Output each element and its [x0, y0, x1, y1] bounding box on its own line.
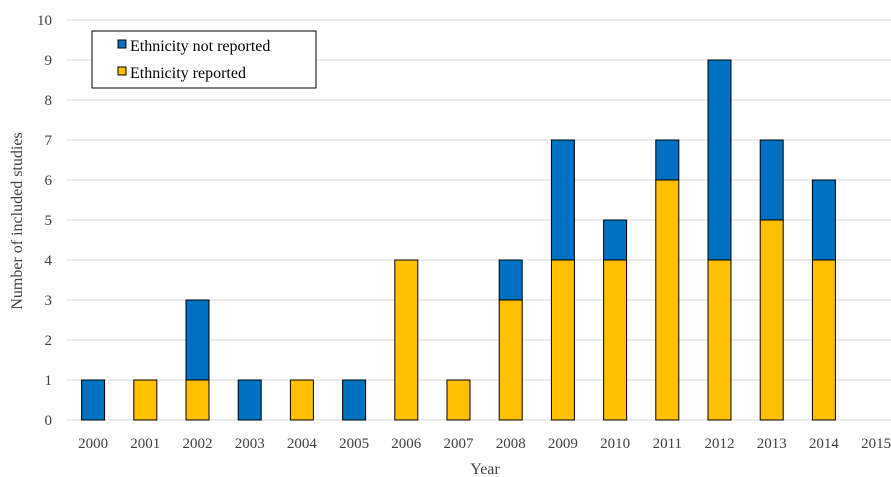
- legend-label-not-reported: Ethnicity not reported: [130, 38, 270, 55]
- y-tick-label: 10: [37, 13, 52, 29]
- x-tick-label: 2005: [339, 436, 369, 452]
- y-tick-label: 5: [45, 213, 53, 229]
- x-tick-label: 2008: [496, 436, 526, 452]
- y-tick-label: 6: [45, 173, 53, 189]
- x-tick-label: 2014: [809, 436, 840, 452]
- x-tick-labels: 2000 2001 2002 2003 2004 2005 2006 2007 2008 2009…: [78, 436, 891, 452]
- x-tick-label: 2015: [861, 436, 891, 452]
- bar-not-reported-2011: [655, 139, 680, 181]
- legend-box: [91, 30, 317, 89]
- bar-reported-2004: [289, 379, 314, 421]
- x-tick-label: 2009: [548, 436, 578, 452]
- bar-not-reported-2010: [603, 219, 628, 261]
- bar-reported-2009: [550, 259, 575, 421]
- bar-not-reported-2000: [81, 379, 106, 421]
- x-tick-label: 2012: [705, 436, 735, 452]
- bar-not-reported-2003: [237, 379, 262, 421]
- y-tick-label: 4: [45, 253, 53, 269]
- bar-reported-2001: [133, 379, 158, 421]
- bar-not-reported-2005: [342, 379, 367, 421]
- bar-reported-2002: [185, 379, 210, 421]
- y-axis-title: Number of included studies: [9, 132, 26, 309]
- x-tick-label: 2000: [78, 436, 108, 452]
- x-tick-label: 2003: [235, 436, 265, 452]
- x-tick-label: 2004: [287, 436, 318, 452]
- x-tick-label: 2011: [653, 436, 682, 452]
- bar-reported-2012: [707, 259, 732, 421]
- legend-label-reported: Ethnicity reported: [130, 65, 246, 82]
- x-tick-label: 2006: [391, 436, 422, 452]
- legend-swatch-reported: [117, 66, 127, 76]
- y-tick-label: 2: [45, 333, 53, 349]
- bar-reported-2014: [811, 259, 836, 421]
- y-tick-label: 8: [45, 93, 53, 109]
- x-tick-label: 2001: [130, 436, 160, 452]
- y-tick-label: 0: [45, 413, 53, 429]
- x-tick-label: 2007: [444, 436, 475, 452]
- bar-not-reported-2014: [811, 179, 836, 261]
- bar-reported-2008: [498, 299, 523, 421]
- y-tick-label: 3: [45, 293, 53, 309]
- bar-reported-2010: [603, 259, 628, 421]
- y-tick-labels: 0 1 2 3 4 5 6 7 8 9 10: [37, 13, 53, 429]
- legend: Ethnicity not reported Ethnicity reporte…: [91, 30, 317, 89]
- x-axis-title: Year: [470, 461, 500, 477]
- legend-swatch-not-reported: [117, 39, 127, 49]
- y-tick-label: 1: [45, 373, 53, 389]
- bar-not-reported-2009: [550, 139, 575, 261]
- bar-reported-2006: [394, 259, 419, 421]
- y-tick-label: 9: [45, 53, 53, 69]
- bar-reported-2013: [759, 219, 784, 421]
- bars: [81, 59, 836, 421]
- y-tick-label: 7: [45, 133, 53, 149]
- bar-reported-2007: [446, 379, 471, 421]
- bar-not-reported-2008: [498, 259, 523, 301]
- bar-reported-2011: [655, 179, 680, 421]
- x-tick-label: 2013: [757, 436, 787, 452]
- x-tick-label: 2010: [600, 436, 630, 452]
- bar-not-reported-2002: [185, 299, 210, 381]
- x-tick-label: 2002: [183, 436, 213, 452]
- bar-not-reported-2012: [707, 59, 732, 261]
- bar-not-reported-2013: [759, 139, 784, 221]
